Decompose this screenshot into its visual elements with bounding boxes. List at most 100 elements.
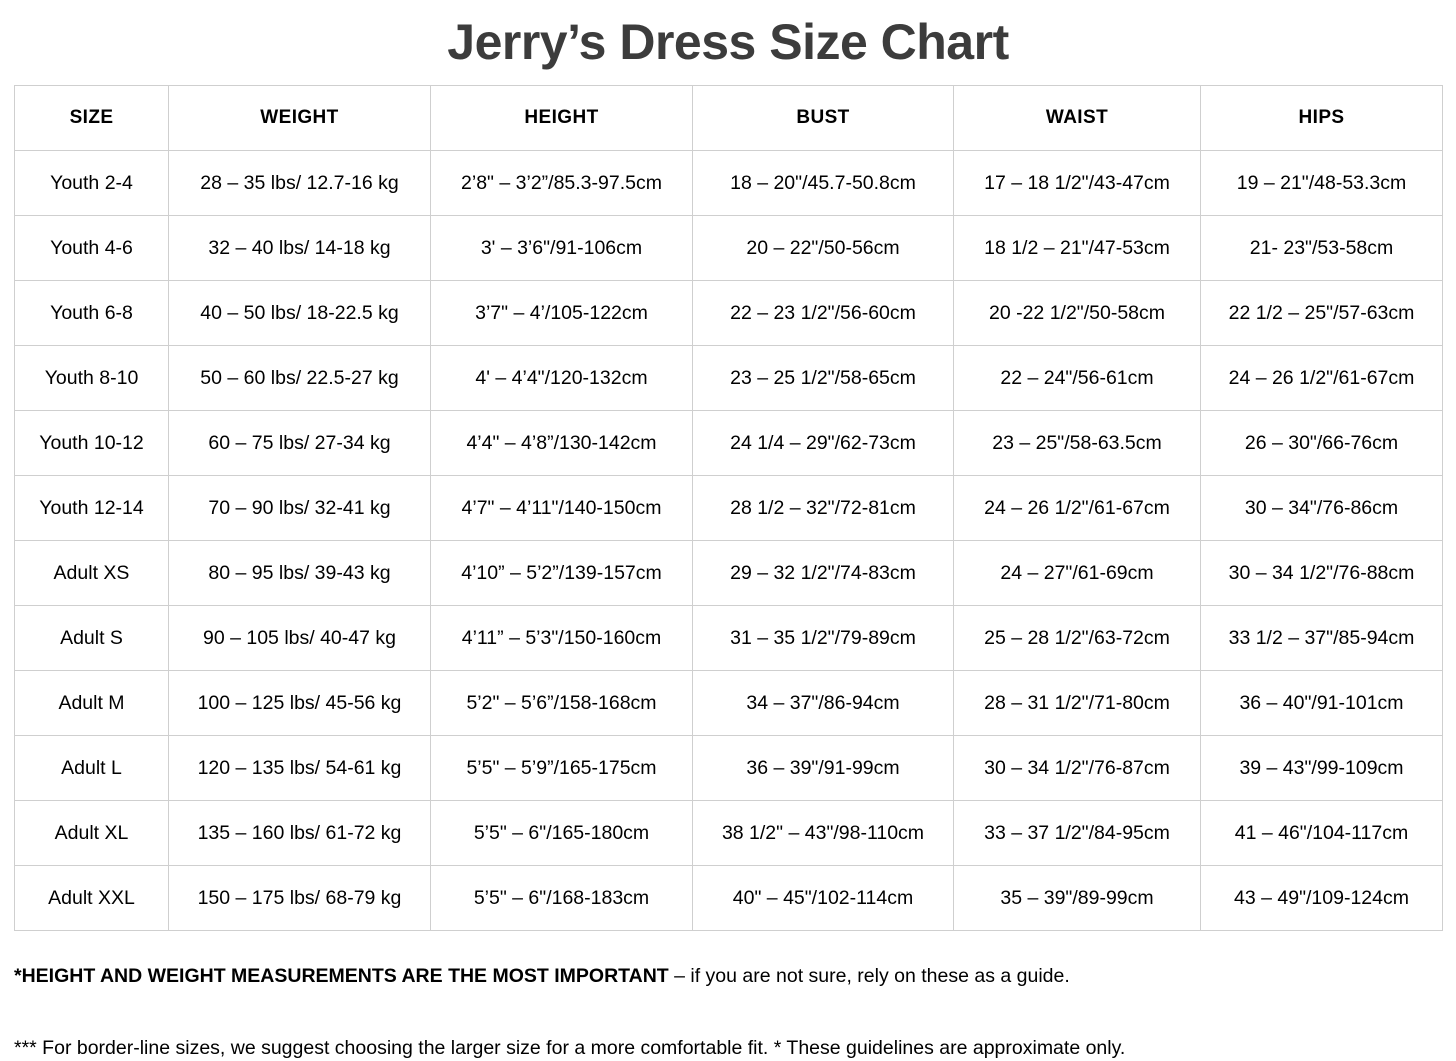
cell-height: 3' – 3’6"/91-106cm <box>430 215 693 281</box>
table-row: Youth 4-6 32 – 40 lbs/ 14-18 kg 3' – 3’6… <box>14 215 1443 281</box>
note-height-weight: *HEIGHT AND WEIGHT MEASUREMENTS ARE THE … <box>14 955 1442 989</box>
cell-bust: 22 – 23 1/2"/56-60cm <box>692 280 954 346</box>
cell-weight: 80 – 95 lbs/ 39-43 kg <box>168 540 431 606</box>
table-row: Adult M 100 – 125 lbs/ 45-56 kg 5’2" – 5… <box>14 670 1443 736</box>
cell-bust: 24 1/4 – 29"/62-73cm <box>692 410 954 476</box>
cell-hips: 39 – 43"/99-109cm <box>1200 735 1443 801</box>
cell-height: 5’5" – 6"/165-180cm <box>430 800 693 866</box>
cell-hips: 36 – 40"/91-101cm <box>1200 670 1443 736</box>
column-header-size: SIZE <box>14 85 169 151</box>
cell-hips: 43 – 49"/109-124cm <box>1200 865 1443 931</box>
cell-waist: 18 1/2 – 21"/47-53cm <box>953 215 1201 281</box>
cell-weight: 50 – 60 lbs/ 22.5-27 kg <box>168 345 431 411</box>
table-body: Youth 2-4 28 – 35 lbs/ 12.7-16 kg 2’8" –… <box>14 150 1443 931</box>
cell-size: Youth 4-6 <box>14 215 169 281</box>
cell-waist: 17 – 18 1/2"/43-47cm <box>953 150 1201 216</box>
note-height-weight-emphasis: *HEIGHT AND WEIGHT MEASUREMENTS ARE THE … <box>14 965 669 987</box>
cell-waist: 30 – 34 1/2"/76-87cm <box>953 735 1201 801</box>
table-row: Adult XL 135 – 160 lbs/ 61-72 kg 5’5" – … <box>14 800 1443 866</box>
cell-weight: 120 – 135 lbs/ 54-61 kg <box>168 735 431 801</box>
cell-hips: 30 – 34 1/2"/76-88cm <box>1200 540 1443 606</box>
size-table-container: SIZE WEIGHT HEIGHT BUST WAIST HIPS Youth… <box>14 85 1443 931</box>
cell-size: Adult XS <box>14 540 169 606</box>
column-header-height: HEIGHT <box>430 85 693 151</box>
cell-weight: 32 – 40 lbs/ 14-18 kg <box>168 215 431 281</box>
cell-size: Youth 8-10 <box>14 345 169 411</box>
cell-height: 4’11” – 5’3"/150-160cm <box>430 605 693 671</box>
cell-bust: 38 1/2" – 43"/98-110cm <box>692 800 954 866</box>
table-row: Youth 8-10 50 – 60 lbs/ 22.5-27 kg 4' – … <box>14 345 1443 411</box>
cell-bust: 23 – 25 1/2"/58-65cm <box>692 345 954 411</box>
cell-height: 4' – 4’4"/120-132cm <box>430 345 693 411</box>
cell-hips: 41 – 46"/104-117cm <box>1200 800 1443 866</box>
cell-height: 4’4" – 4’8”/130-142cm <box>430 410 693 476</box>
column-header-waist: WAIST <box>953 85 1201 151</box>
cell-weight: 28 – 35 lbs/ 12.7-16 kg <box>168 150 431 216</box>
cell-height: 2’8" – 3’2”/85.3-97.5cm <box>430 150 693 216</box>
table-row: Youth 10-12 60 – 75 lbs/ 27-34 kg 4’4" –… <box>14 410 1443 476</box>
cell-waist: 28 – 31 1/2"/71-80cm <box>953 670 1201 736</box>
cell-waist: 20 -22 1/2"/50-58cm <box>953 280 1201 346</box>
cell-size: Youth 12-14 <box>14 475 169 541</box>
cell-waist: 24 – 27"/61-69cm <box>953 540 1201 606</box>
cell-bust: 36 – 39"/91-99cm <box>692 735 954 801</box>
cell-weight: 70 – 90 lbs/ 32-41 kg <box>168 475 431 541</box>
cell-waist: 33 – 37 1/2"/84-95cm <box>953 800 1201 866</box>
dress-size-table: SIZE WEIGHT HEIGHT BUST WAIST HIPS Youth… <box>14 85 1443 931</box>
cell-bust: 20 – 22"/50-56cm <box>692 215 954 281</box>
column-header-hips: HIPS <box>1200 85 1443 151</box>
table-row: Adult XS 80 – 95 lbs/ 39-43 kg 4’10” – 5… <box>14 540 1443 606</box>
note-height-weight-rest: – if you are not sure, rely on these as … <box>668 965 1070 987</box>
cell-height: 5’5" – 5’9”/165-175cm <box>430 735 693 801</box>
cell-hips: 19 – 21"/48-53.3cm <box>1200 150 1443 216</box>
cell-size: Youth 6-8 <box>14 280 169 346</box>
column-header-weight: WEIGHT <box>168 85 431 151</box>
cell-hips: 30 – 34"/76-86cm <box>1200 475 1443 541</box>
table-row: Adult S 90 – 105 lbs/ 40-47 kg 4’11” – 5… <box>14 605 1443 671</box>
cell-hips: 33 1/2 – 37"/85-94cm <box>1200 605 1443 671</box>
cell-weight: 90 – 105 lbs/ 40-47 kg <box>168 605 431 671</box>
cell-size: Adult S <box>14 605 169 671</box>
table-row: Youth 6-8 40 – 50 lbs/ 18-22.5 kg 3’7" –… <box>14 280 1443 346</box>
cell-size: Adult M <box>14 670 169 736</box>
cell-waist: 22 – 24"/56-61cm <box>953 345 1201 411</box>
cell-bust: 40" – 45"/102-114cm <box>692 865 954 931</box>
cell-bust: 29 – 32 1/2"/74-83cm <box>692 540 954 606</box>
cell-weight: 100 – 125 lbs/ 45-56 kg <box>168 670 431 736</box>
cell-height: 4’10” – 5’2”/139-157cm <box>430 540 693 606</box>
cell-waist: 23 – 25"/58-63.5cm <box>953 410 1201 476</box>
table-row: Youth 2-4 28 – 35 lbs/ 12.7-16 kg 2’8" –… <box>14 150 1443 216</box>
cell-bust: 31 – 35 1/2"/79-89cm <box>692 605 954 671</box>
cell-waist: 25 – 28 1/2"/63-72cm <box>953 605 1201 671</box>
cell-waist: 35 – 39"/89-99cm <box>953 865 1201 931</box>
table-row: Adult XXL 150 – 175 lbs/ 68-79 kg 5’5" –… <box>14 865 1443 931</box>
cell-bust: 28 1/2 – 32"/72-81cm <box>692 475 954 541</box>
cell-weight: 135 – 160 lbs/ 61-72 kg <box>168 800 431 866</box>
cell-height: 3’7" – 4’/105-122cm <box>430 280 693 346</box>
table-row: Adult L 120 – 135 lbs/ 54-61 kg 5’5" – 5… <box>14 735 1443 801</box>
column-header-bust: BUST <box>692 85 954 151</box>
table-header-row: SIZE WEIGHT HEIGHT BUST WAIST HIPS <box>14 85 1443 151</box>
cell-size: Youth 10-12 <box>14 410 169 476</box>
cell-hips: 22 1/2 – 25"/57-63cm <box>1200 280 1443 346</box>
cell-size: Adult XL <box>14 800 169 866</box>
cell-weight: 40 – 50 lbs/ 18-22.5 kg <box>168 280 431 346</box>
footer-notes: *HEIGHT AND WEIGHT MEASUREMENTS ARE THE … <box>14 931 1442 1061</box>
cell-height: 5’2" – 5’6”/158-168cm <box>430 670 693 736</box>
cell-waist: 24 – 26 1/2"/61-67cm <box>953 475 1201 541</box>
cell-size: Youth 2-4 <box>14 150 169 216</box>
cell-bust: 34 – 37"/86-94cm <box>692 670 954 736</box>
cell-size: Adult XXL <box>14 865 169 931</box>
cell-hips: 24 – 26 1/2"/61-67cm <box>1200 345 1443 411</box>
cell-weight: 150 – 175 lbs/ 68-79 kg <box>168 865 431 931</box>
cell-hips: 21- 23"/53-58cm <box>1200 215 1443 281</box>
page-title: Jerry’s Dress Size Chart <box>447 14 1009 70</box>
cell-height: 4’7" – 4’11"/140-150cm <box>430 475 693 541</box>
table-row: Youth 12-14 70 – 90 lbs/ 32-41 kg 4’7" –… <box>14 475 1443 541</box>
cell-height: 5’5" – 6"/168-183cm <box>430 865 693 931</box>
cell-hips: 26 – 30"/66-76cm <box>1200 410 1443 476</box>
cell-bust: 18 – 20"/45.7-50.8cm <box>692 150 954 216</box>
note-border-line-sizes: *** For border-line sizes, we suggest ch… <box>14 1037 1126 1059</box>
cell-size: Adult L <box>14 735 169 801</box>
